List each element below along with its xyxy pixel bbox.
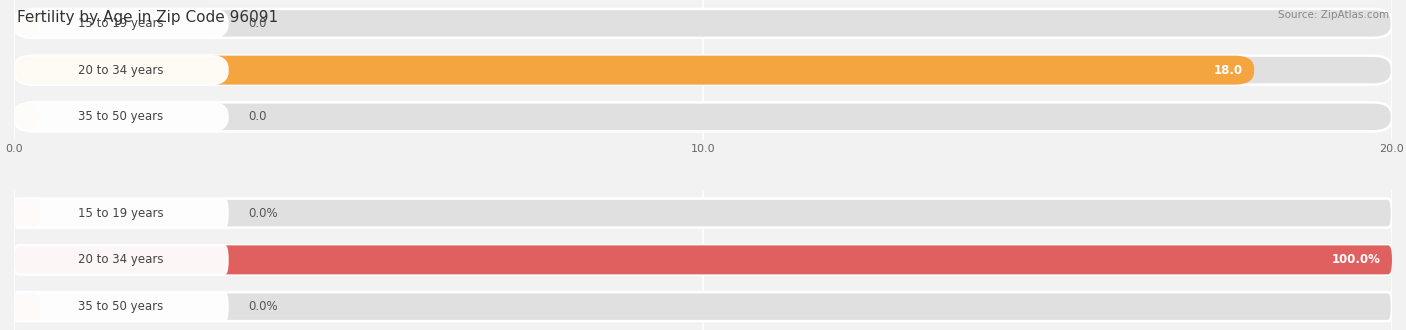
Text: 20 to 34 years: 20 to 34 years xyxy=(79,253,163,266)
FancyBboxPatch shape xyxy=(14,102,228,131)
Text: 18.0: 18.0 xyxy=(1213,64,1243,77)
FancyBboxPatch shape xyxy=(14,102,1392,131)
Text: 15 to 19 years: 15 to 19 years xyxy=(79,207,163,220)
Text: 35 to 50 years: 35 to 50 years xyxy=(79,110,163,123)
FancyBboxPatch shape xyxy=(14,56,1392,84)
FancyBboxPatch shape xyxy=(14,199,228,228)
Text: 35 to 50 years: 35 to 50 years xyxy=(79,300,163,313)
FancyBboxPatch shape xyxy=(14,246,1392,274)
FancyBboxPatch shape xyxy=(14,56,228,84)
Text: Fertility by Age in Zip Code 96091: Fertility by Age in Zip Code 96091 xyxy=(17,10,278,25)
Text: 0.0%: 0.0% xyxy=(249,300,278,313)
FancyBboxPatch shape xyxy=(14,9,228,38)
FancyBboxPatch shape xyxy=(14,292,39,321)
Text: 100.0%: 100.0% xyxy=(1331,253,1381,266)
FancyBboxPatch shape xyxy=(14,102,39,131)
Text: 0.0: 0.0 xyxy=(249,110,267,123)
FancyBboxPatch shape xyxy=(14,199,39,228)
FancyBboxPatch shape xyxy=(14,292,1392,321)
Text: 15 to 19 years: 15 to 19 years xyxy=(79,17,163,30)
Text: 0.0: 0.0 xyxy=(249,17,267,30)
FancyBboxPatch shape xyxy=(14,9,1392,38)
Text: 20 to 34 years: 20 to 34 years xyxy=(79,64,163,77)
FancyBboxPatch shape xyxy=(14,56,1254,84)
FancyBboxPatch shape xyxy=(14,246,228,274)
FancyBboxPatch shape xyxy=(14,292,228,321)
FancyBboxPatch shape xyxy=(14,199,1392,228)
FancyBboxPatch shape xyxy=(14,246,1392,274)
Text: 0.0%: 0.0% xyxy=(249,207,278,220)
Text: Source: ZipAtlas.com: Source: ZipAtlas.com xyxy=(1278,10,1389,20)
FancyBboxPatch shape xyxy=(14,9,39,38)
